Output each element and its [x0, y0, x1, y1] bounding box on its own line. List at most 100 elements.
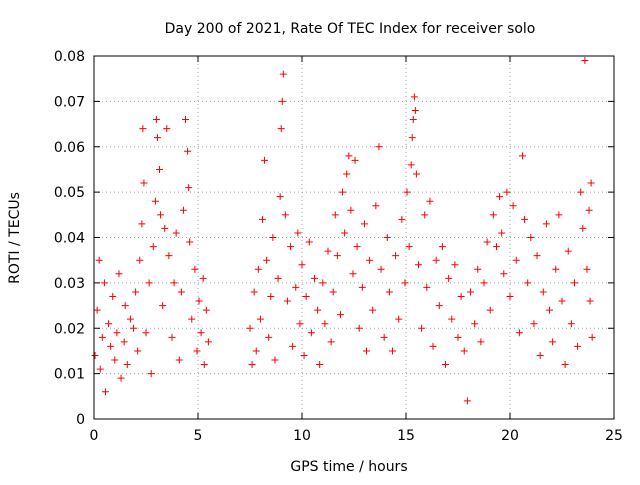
data-point: [527, 234, 535, 241]
y-tick-label: 0.02: [54, 321, 85, 337]
data-point: [321, 320, 329, 328]
data-point: [536, 351, 544, 359]
data-point: [552, 265, 560, 273]
data-point: [276, 193, 284, 201]
data-point: [199, 274, 207, 282]
data-point: [336, 311, 344, 319]
data-point: [372, 202, 380, 210]
data-point: [147, 370, 155, 378]
x-axis-label: GPS time / hours: [290, 459, 407, 475]
data-point: [172, 229, 180, 237]
data-point: [316, 361, 324, 369]
data-point: [411, 106, 419, 114]
data-point: [184, 147, 192, 155]
data-point: [498, 229, 506, 237]
data-point: [432, 256, 440, 264]
data-point: [345, 152, 353, 160]
data-point: [388, 347, 396, 355]
data-point: [362, 347, 370, 355]
data-point: [445, 274, 453, 282]
data-point: [93, 306, 101, 314]
data-point: [369, 306, 377, 314]
data-point: [333, 252, 341, 260]
data-point: [395, 315, 403, 323]
y-tick-label: 0.05: [54, 185, 85, 201]
data-point: [448, 315, 456, 323]
data-point: [421, 211, 429, 219]
data-point: [136, 256, 144, 264]
data-point: [132, 288, 140, 296]
x-tick-label: 0: [90, 428, 99, 444]
data-point: [305, 238, 313, 246]
data-point: [380, 333, 388, 341]
data-point: [95, 256, 103, 264]
data-point: [409, 116, 417, 124]
y-tick-label: 0.03: [54, 276, 85, 292]
data-point: [121, 302, 129, 310]
data-point: [258, 215, 266, 223]
data-point: [283, 297, 291, 305]
data-point: [586, 297, 594, 305]
data-point: [429, 342, 437, 350]
y-tick-label: 0: [76, 412, 85, 428]
data-point: [105, 320, 113, 328]
data-point: [170, 279, 178, 287]
data-point: [407, 161, 415, 169]
data-point: [277, 125, 285, 133]
data-point: [100, 279, 108, 287]
data-point: [351, 156, 359, 164]
data-point: [289, 342, 297, 350]
x-tick-labels: 0 5 10 15 20 25: [90, 428, 623, 444]
x-tick-label: 20: [501, 428, 519, 444]
data-point: [248, 361, 256, 369]
data-point: [358, 283, 366, 291]
data-point: [564, 247, 572, 255]
data-point: [579, 224, 587, 232]
data-point: [200, 361, 208, 369]
data-point: [298, 261, 306, 269]
data-point: [265, 333, 273, 341]
data-point: [191, 265, 199, 273]
data-point: [101, 388, 109, 396]
data-point: [581, 57, 589, 65]
data-point: [314, 306, 322, 314]
data-point: [138, 220, 146, 228]
data-point: [442, 361, 450, 369]
data-point: [159, 302, 167, 310]
data-point: [152, 116, 160, 124]
y-tick-label: 0.08: [54, 49, 85, 65]
data-point: [161, 224, 169, 232]
data-point: [454, 333, 462, 341]
data-point: [503, 188, 511, 196]
data-point: [246, 324, 254, 332]
data-point: [175, 356, 183, 364]
data-point: [341, 229, 349, 237]
data-point: [451, 261, 459, 269]
data-point: [555, 211, 563, 219]
data-point: [111, 356, 119, 364]
data-point: [500, 270, 508, 278]
data-point: [512, 256, 520, 264]
data-point: [302, 292, 310, 300]
data-point: [515, 329, 523, 337]
data-point: [546, 306, 554, 314]
data-point: [204, 338, 212, 346]
data-point: [123, 361, 131, 369]
data-point: [588, 333, 596, 341]
data-point: [91, 351, 99, 359]
data-point: [403, 188, 411, 196]
data-point: [279, 70, 287, 78]
data-point: [254, 265, 262, 273]
data-point: [261, 156, 269, 164]
x-tick-label: 25: [605, 428, 623, 444]
data-point: [149, 243, 157, 251]
data-point: [140, 179, 148, 187]
data-point: [542, 220, 550, 228]
data-point: [457, 292, 465, 300]
chart-title: Day 200 of 2021, Rate Of TEC Index for r…: [165, 21, 536, 37]
data-point: [96, 365, 104, 373]
y-axis-label: ROTI / TECUs: [7, 192, 23, 284]
data-point: [496, 193, 504, 201]
data-point: [263, 256, 271, 264]
